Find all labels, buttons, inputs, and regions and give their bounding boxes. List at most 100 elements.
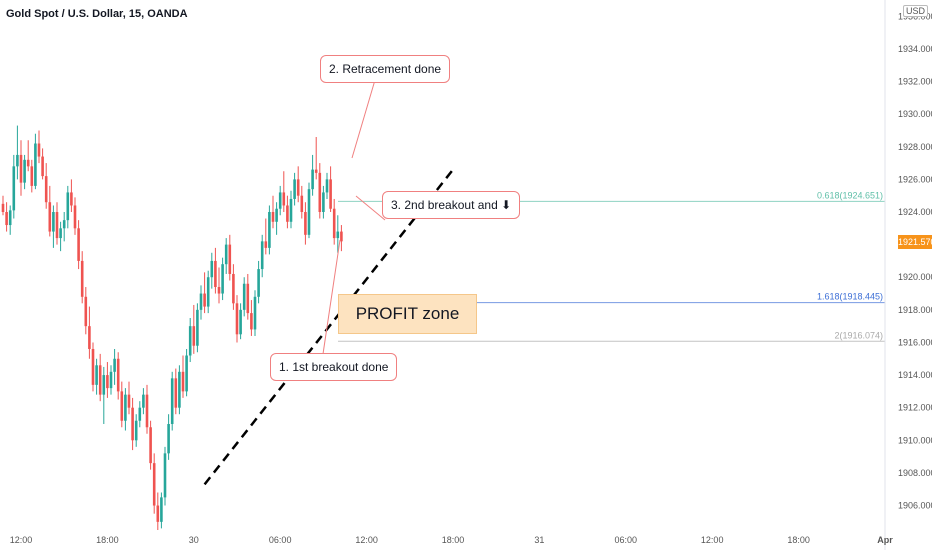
candle-body [188,326,192,356]
price-tick-label: 1928.000 [898,142,932,152]
time-tick-label: Apr [877,535,893,545]
time-tick-label: 18:00 [96,535,119,545]
candle-body [16,154,19,167]
candle-body [311,169,314,190]
candle-body [289,198,293,222]
candle-body [293,179,296,199]
callout-3-pointer [355,195,386,221]
candle-body [156,505,160,522]
candle-body [304,212,307,235]
candle-body [275,208,278,222]
candle-body [235,303,239,335]
candle-body [124,394,127,421]
candle-body [271,212,275,222]
candle-body [41,156,44,177]
candle-body [160,497,163,522]
candle-body [242,283,246,310]
time-axis[interactable]: 12:00 18:00 30 06:00 12:00 18:00 31 06:00 12:00 1… [10,535,932,545]
candle-body [55,212,59,239]
candle-body [84,296,88,327]
price-tick-label: 1916.000 [898,337,932,347]
time-tick-label: 12:00 [10,535,33,545]
candle-body [224,244,228,265]
candle-body [325,179,329,193]
candle-body [120,391,124,421]
candle-body [66,192,70,221]
current-price-tag: 1921.570 [898,235,932,249]
candle-body [19,154,23,183]
candle-body [196,309,199,346]
candle-body [278,192,282,209]
candle-body [88,326,91,349]
candle-body [95,365,98,385]
candle-body [91,348,95,385]
candle-body [138,407,142,421]
candle-body [5,212,8,226]
time-tick-label: 12:00 [355,535,378,545]
callout-retracement[interactable]: 2. Retracement done [320,55,451,83]
candle-body [232,273,235,304]
candle-body [329,179,332,209]
price-axis[interactable]: 1906.000 1908.000 1910.000 1912.000 1914.000… [898,11,932,510]
currency-label[interactable]: USD [903,5,929,17]
price-tick-label: 1920.000 [898,272,932,282]
candle-body [217,287,221,294]
candle-body [37,143,41,157]
fib-lines: 0.618(1924.651) 1.618(1918.445) 2(1916.074… [338,190,885,342]
candle-body [286,205,289,222]
time-tick-label: 18:00 [787,535,810,545]
profit-zone[interactable]: PROFIT zone [338,294,477,334]
candle-body [127,394,131,408]
candle-body [113,358,116,372]
price-tick-label: 1932.000 [898,77,932,87]
candle-body [48,202,52,232]
candle-body [268,212,271,248]
trendline[interactable] [203,168,454,486]
candle-body [1,203,5,212]
candle-body [239,309,242,335]
candle-body [116,358,120,392]
candle-body [106,375,109,389]
candle-body [221,264,224,294]
price-tick-label: 1912.000 [898,403,932,413]
candle-body [30,166,34,186]
candle-body [80,260,84,297]
candle-body [332,208,336,239]
candle-body [178,371,181,408]
candle-body [174,378,178,408]
candle-body [26,159,30,167]
candle-body [134,420,138,441]
time-tick-label: 12:00 [701,535,724,545]
time-tick-label: 30 [189,535,199,545]
candle-body [210,260,214,278]
callout-1-pointer [322,239,341,355]
candle-body [185,355,188,392]
candle-body [340,231,343,242]
candle-body [44,176,48,203]
price-tick-label: 1910.000 [898,435,932,445]
candle-body [282,192,286,206]
chart-title: Gold Spot / U.S. Dollar, 15, OANDA [6,8,188,20]
callout-second-breakout[interactable]: 3. 2nd breakout and ⬇ [382,191,521,219]
candle-body [192,326,196,346]
time-tick-label: 31 [534,535,544,545]
callout-first-breakout[interactable]: 1. 1st breakout done [270,353,398,381]
candle-body [167,424,170,454]
candle-body [228,244,232,274]
candle-body [246,283,250,314]
candle-body [145,394,149,428]
price-tick-label: 1934.000 [898,44,932,54]
candle-body [77,228,80,261]
candle-body [131,407,134,441]
candle-body [181,371,185,392]
candle-body [12,166,16,211]
candle-body [318,172,322,212]
price-tick-label: 1926.000 [898,174,932,184]
candle-body [257,269,260,297]
price-tick-label: 1924.000 [898,207,932,217]
fib-level-label: 0.618(1924.651) [817,190,883,200]
candle-body [142,394,145,408]
candle-body [34,143,37,186]
price-tick-label: 1930.000 [898,109,932,119]
